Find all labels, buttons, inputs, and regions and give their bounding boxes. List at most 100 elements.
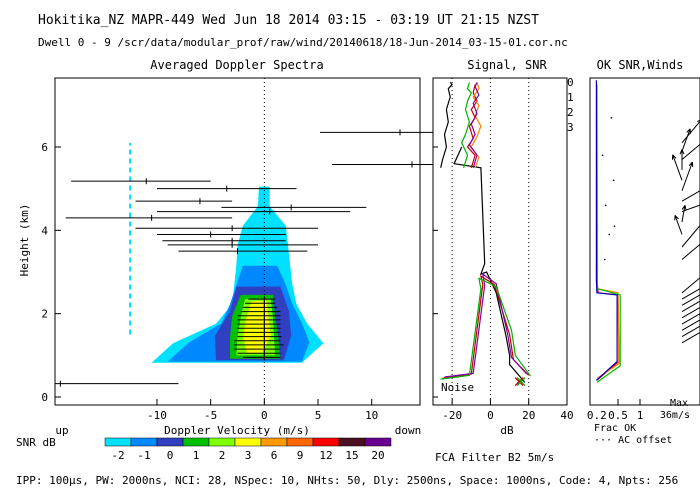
spectra-xtick-label-4: 10 [365,409,378,422]
wind-vector-5 [681,161,694,191]
colorbar-swatch-5 [234,437,262,447]
spectra-xtick-label-0: -10 [147,409,167,422]
ok-legend-1: 1 [567,91,574,104]
colorbar-label-1: -1 [137,449,150,462]
colorbar-label-2: 0 [167,449,174,462]
frac-ok-series-2 [596,84,621,383]
wind-vector-9 [674,214,683,235]
header-dwell-path: Dwell 0 - 9 /scr/data/modular_prof/raw/w… [38,36,568,49]
fca-filter-label: FCA Filter B2 5m/s [435,451,554,464]
signal-series-snr_green [440,277,532,380]
colorbar-label-0: -2 [111,449,124,462]
up-label: up [55,424,68,437]
ok-snr-axes: 0.5 1 0.2 [587,399,643,422]
colorbar-swatch-10 [364,437,392,447]
colorbar-swatch-3 [182,437,210,447]
header-title: Hokitika_NZ MAPR-449 Wed Jun 18 2014 03:… [38,13,539,28]
wind-vector-19 [681,325,700,338]
colorbar-label-8: 12 [319,449,332,462]
wind-vector-6 [681,190,700,202]
max-value: 36m/s [660,410,690,421]
wind-vector-4 [671,154,683,181]
wind-vector-14 [681,294,700,306]
frac-ok-label: Frac OK [594,423,636,434]
wind-vector-0 [681,119,700,144]
wind-vector-15 [681,300,700,313]
spectra-ytick-label-2: 4 [41,224,48,237]
wind-vector-8 [681,204,687,223]
colorbar-label-4: 2 [219,449,226,462]
signal-axes: -20 0 20 40 [433,146,574,422]
frac-ok-dot-2 [608,233,610,236]
signal-xtick-label-0: -20 [442,409,462,422]
frac-ok-dot-3 [610,117,613,119]
wind-vector-7 [681,202,700,213]
spectra-title: Averaged Doppler Spectra [150,58,323,72]
signal-title: Signal, SNR [467,58,547,72]
footer-params: IPP: 100µs, PW: 2000ns, NCI: 28, NSpec: … [16,474,678,487]
spectra-plot-frame [54,77,421,406]
ok-legend-3: 3 [567,121,574,134]
colorbar-swatch-6 [260,437,288,447]
signal-plot-frame [432,77,568,406]
colorbar-label-7: 9 [297,449,304,462]
colorbar-swatch-4 [208,437,236,447]
wind-vector-3 [679,149,685,170]
signal-series-snr_purple [444,272,528,378]
wind-vector-20 [681,331,700,344]
spectra-xlabel: Doppler Velocity (m/s) [164,424,310,437]
ok-legend-0: 0 [567,76,574,89]
frac-ok-dot-0 [601,154,604,157]
frac-ok-series-0 [596,84,620,381]
colorbar-swatch-7 [286,437,314,447]
frac-ok-dot-1 [604,204,607,207]
frac-ok-dot-6 [613,225,616,227]
signal-lines [320,78,532,405]
signal-xtick-label-3: 40 [560,409,573,422]
snr-colorbar: -2 -1 0 1 2 3 6 9 12 15 20 [104,437,392,462]
spectra-ytick-label-3: 6 [41,141,48,154]
ok-xtick-label-1: 1 [637,409,644,422]
frac-ok-dot-4 [604,258,606,261]
spectra-xtick-label-2: 0 [261,409,268,422]
colorbar-label-3: 1 [193,449,200,462]
ok-snr-lines: 0 1 2 3 [567,76,621,383]
spectra-contours [129,78,324,405]
wind-vector-1 [681,128,691,152]
spectra-xtick-label-1: -5 [204,409,217,422]
colorbar-label-9: 15 [345,449,358,462]
noise-label: Noise [441,381,474,394]
wind-vectors [671,119,700,344]
wind-vector-16 [681,306,700,319]
colorbar-swatch-2 [156,437,184,447]
max-label: Max [670,398,688,409]
signal-marker-1 [516,377,526,387]
wind-vector-2 [681,143,700,160]
wind-vector-13 [681,288,700,300]
spectra-ylabel: Height (km) [18,204,31,277]
snr-db-label: SNR dB [16,436,56,449]
wind-vector-10 [681,222,700,248]
colorbar-label-10: 20 [371,449,384,462]
ok-xtick-extra-label: 0.2 [587,409,607,422]
frac-ok-series-3 [595,80,618,381]
signal-series-upper_black [440,81,453,168]
colorbar-label-6: 6 [271,449,278,462]
ok-snr-winds-title: OK SNR,Winds [597,58,684,72]
signal-series-upper_purple [468,82,480,168]
signal-xlabel: dB [500,424,514,437]
spectra-ytick-label-1: 2 [41,308,48,321]
colorbar-swatch-9 [338,437,366,447]
signal-series-upper_green [461,82,473,168]
wind-vector-12 [681,277,700,294]
spectra-ytick-label-0: 0 [41,391,48,404]
wind-vector-11 [681,243,700,260]
signal-series-snr_red [442,274,530,379]
wind-vector-17 [681,313,700,325]
spectra-axes: -10 -5 0 5 10 0 2 4 6 [41,141,378,422]
spectra-xtick-label-3: 5 [315,409,322,422]
colorbar-swatch-1 [130,437,158,447]
colorbar-swatch-0 [104,437,132,447]
wind-vector-18 [681,319,700,331]
